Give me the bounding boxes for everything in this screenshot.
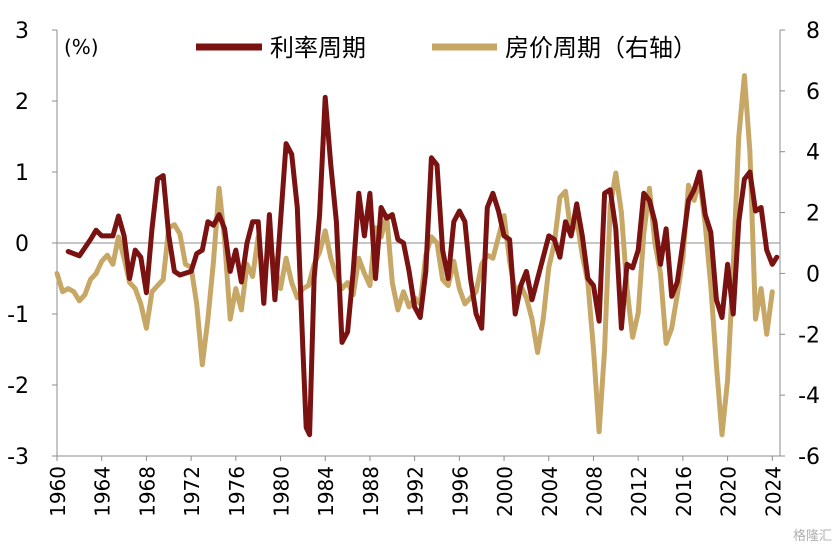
x-axis-tick-label: 1984 (314, 466, 338, 517)
x-axis-tick-label: 1968 (135, 466, 159, 517)
x-axis-tick-label: 2012 (627, 466, 651, 517)
right-axis-tick-label: -2 (798, 323, 820, 348)
left-axis-tick-label: 0 (15, 232, 29, 257)
left-axis-tick-label: -1 (7, 303, 29, 328)
left-axis-tick-label: 3 (15, 19, 29, 44)
x-axis-tick-label: 2008 (582, 466, 606, 517)
right-axis-tick-label: 4 (806, 141, 820, 166)
right-axis-tick-label: -4 (798, 384, 820, 409)
series-line-house-price (54, 73, 775, 438)
right-axis-tick-label: 6 (806, 80, 820, 105)
x-axis-tick-label: 1972 (180, 466, 204, 517)
x-axis-tick-label: 1976 (225, 466, 249, 517)
x-axis-tick-label: 2000 (493, 466, 517, 517)
left-axis-tick-label: -2 (7, 374, 29, 399)
x-axis-tick-label: 2024 (761, 466, 785, 517)
x-axis-tick-label: 1960 (46, 466, 70, 517)
unit-label: (%) (64, 35, 99, 59)
x-axis-tick-label: 1980 (270, 466, 294, 517)
chart-legend: 利率周期 房价周期（右轴） (196, 34, 697, 62)
right-axis-tick-label: 2 (806, 202, 820, 227)
x-axis-tick-label: 2016 (672, 466, 696, 517)
legend-label-house-price: 房价周期（右轴） (505, 34, 697, 62)
series-line-interest-rate (65, 94, 780, 438)
left-axis-tick-label: -3 (7, 445, 29, 470)
series-layer (54, 73, 780, 438)
x-axis-tick-label: 1964 (91, 466, 115, 517)
x-axis-tick-label: 2020 (717, 466, 741, 517)
x-axis-tick-label: 1996 (448, 466, 472, 517)
right-axis-tick-label: -6 (798, 445, 820, 470)
x-axis-tick-label: 1992 (404, 466, 428, 517)
left-axis-tick-label: 2 (15, 90, 29, 115)
chart-axes: -3 -2 -1 0 1 2 3 -6 -4 -2 0 2 4 6 8 1960 1964 1968 1972 197… (7, 19, 820, 517)
x-axis-tick-label: 2004 (538, 466, 562, 517)
left-axis-tick-label: 1 (15, 161, 29, 186)
watermark-logo: 格隆汇 (793, 528, 832, 544)
legend-label-interest-rate: 利率周期 (270, 34, 366, 62)
right-axis-tick-label: 8 (806, 19, 820, 44)
x-axis-tick-label: 1988 (359, 466, 383, 517)
right-axis-tick-label: 0 (806, 262, 820, 287)
